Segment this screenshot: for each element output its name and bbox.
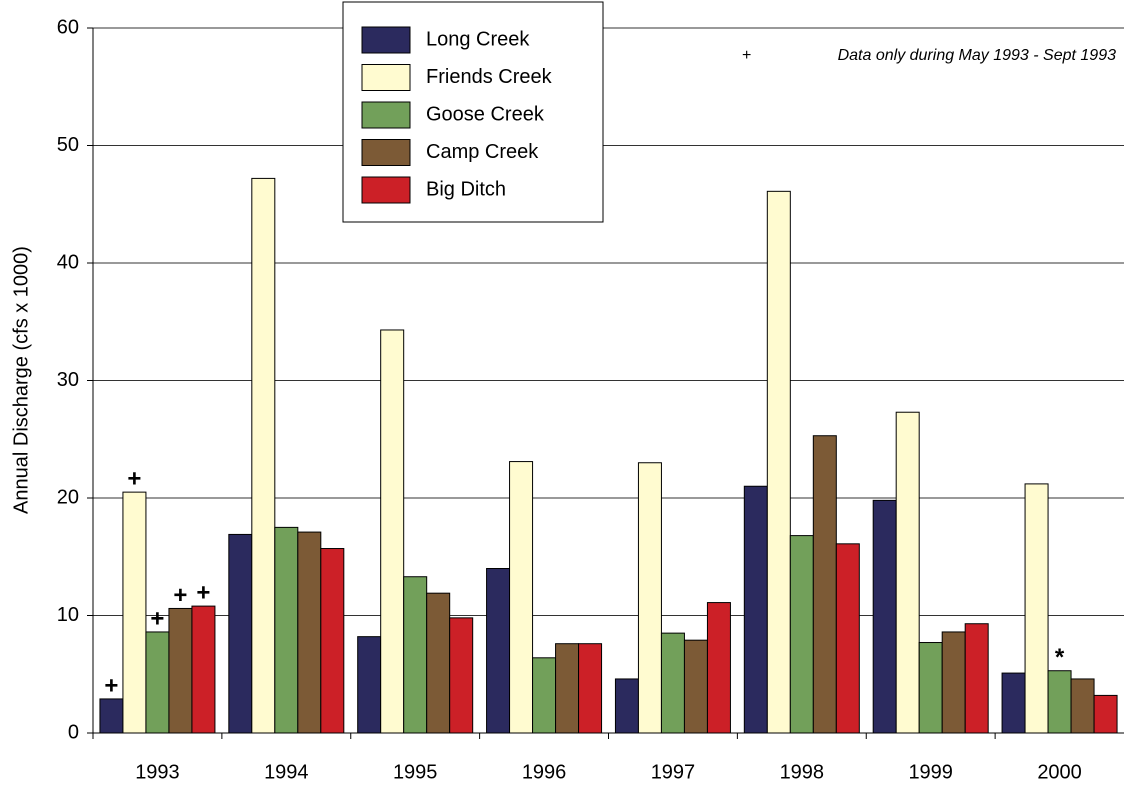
bar-marker: + [104,672,118,699]
bar [835,543,860,734]
bar [1001,672,1026,734]
bar [918,642,943,734]
x-tick-label: 1994 [264,761,309,783]
bar [509,461,534,734]
legend-swatch [361,101,411,129]
bar [403,576,428,734]
y-tick-label: 0 [68,721,79,743]
bar [578,643,603,734]
y-tick-label: 50 [57,134,79,156]
bar [812,435,837,734]
bar [228,533,253,734]
bar [297,531,322,734]
bar [486,568,511,734]
x-tick-label: 1995 [393,761,438,783]
bar [449,617,474,734]
bar [122,491,147,734]
bar [274,526,299,734]
y-tick-label: 10 [57,604,79,626]
bar [320,548,345,734]
bar [251,177,276,734]
legend-swatch [361,139,411,166]
x-tick-label: 1998 [780,761,825,783]
bar [1024,483,1049,734]
legend-swatch [361,64,411,91]
bar-marker: + [127,465,141,492]
bar [743,485,768,734]
x-tick-label: 1997 [651,761,696,783]
bar [145,631,170,734]
legend-label: Goose Creek [426,103,545,125]
x-tick-label: 1996 [522,761,567,783]
bar [99,698,124,734]
legend-swatch [361,26,411,54]
legend-label: Friends Creek [426,66,553,88]
bar [168,607,193,734]
bar [555,643,580,734]
legend-label: Camp Creek [426,141,539,163]
bar [1070,678,1095,734]
footnote-symbol: + [742,47,751,64]
x-tick-label: 1993 [135,761,180,783]
legend-swatch [361,176,411,204]
bar [789,535,814,734]
bar [357,636,382,734]
x-tick-label: 1999 [908,761,953,783]
bar [426,592,451,734]
bar-marker: + [150,605,164,632]
x-tick-label: 2000 [1037,761,1082,783]
y-axis-label: Annual Discharge (cfs x 1000) [10,246,32,514]
y-tick-label: 20 [57,486,79,508]
bar [941,631,966,734]
bar [1093,694,1118,734]
bar-marker: * [1055,644,1065,671]
bar [872,499,897,734]
bar [614,678,639,734]
bar-marker: + [196,579,210,606]
y-tick-label: 30 [57,369,79,391]
bar [660,632,685,734]
footnote-text: Data only during May 1993 - Sept 1993 [838,47,1117,64]
bar [706,602,731,734]
bar-marker: + [173,582,187,609]
legend-label: Big Ditch [426,178,506,200]
bar [1047,670,1072,734]
bar [532,657,557,734]
legend-label: Long Creek [426,28,530,50]
bar [637,462,662,734]
y-tick-label: 40 [57,251,79,273]
bar [766,190,791,734]
bar [191,605,216,734]
bar [964,623,989,734]
bar [683,639,708,734]
y-tick-label: 60 [57,16,79,38]
bar [380,329,405,734]
bar [895,411,920,734]
